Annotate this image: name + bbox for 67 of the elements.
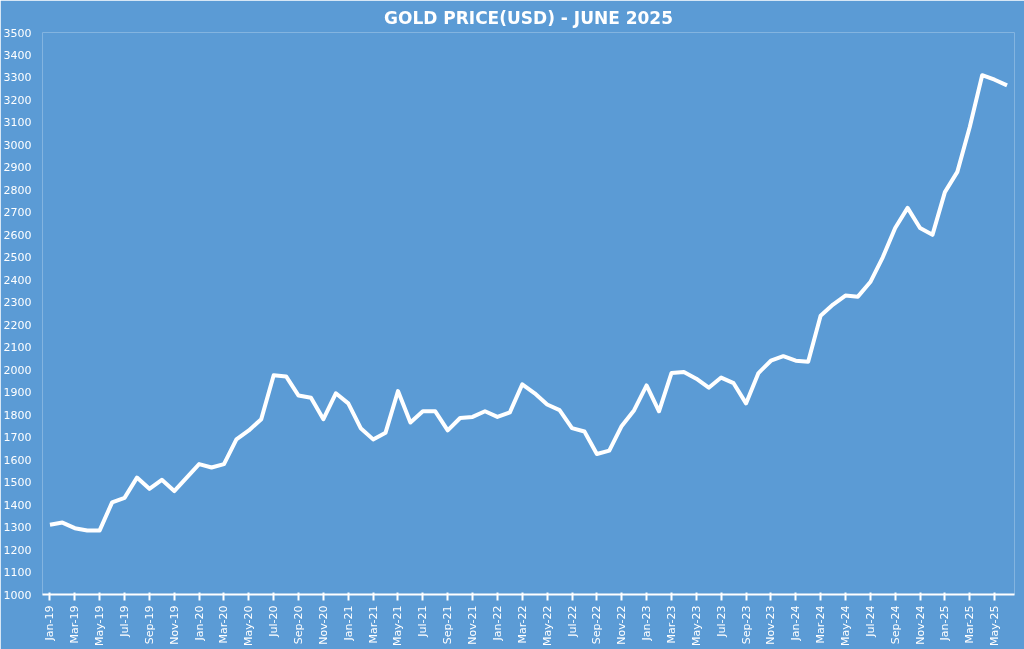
x-tick-label: Jul-21 <box>416 605 430 638</box>
y-tick-label: 1600 <box>3 453 32 467</box>
x-tick-label: Mar-24 <box>814 605 828 644</box>
x-tick-label: Jan-21 <box>341 605 355 642</box>
y-tick-label: 3000 <box>3 138 32 152</box>
x-tick-label: Jul-23 <box>714 605 728 638</box>
y-tick-label: 2900 <box>3 161 32 175</box>
y-tick-label: 2000 <box>3 363 32 377</box>
x-tick-label: Sep-24 <box>888 605 902 645</box>
x-tick-label: Jan-19 <box>43 605 57 642</box>
x-tick-label: Nov-23 <box>764 605 778 645</box>
y-tick-label: 1800 <box>3 408 32 422</box>
x-tick-label: Nov-21 <box>466 605 480 645</box>
x-tick-label: Mar-25 <box>963 605 977 644</box>
chart-title: GOLD PRICE(USD) - JUNE 2025 <box>383 7 674 28</box>
x-tick-label: Mar-19 <box>68 605 82 644</box>
y-tick-label: 2800 <box>3 183 32 197</box>
x-tick-label: May-19 <box>93 605 107 647</box>
y-tick-label: 3300 <box>3 71 32 85</box>
x-tick-label: Nov-24 <box>913 605 927 645</box>
y-tick-label: 1700 <box>3 431 32 445</box>
y-tick-label: 3500 <box>3 26 32 40</box>
y-tick-label: 2500 <box>3 251 32 265</box>
x-tick-label: Jul-20 <box>267 605 281 638</box>
x-tick-label: Sep-23 <box>739 605 753 645</box>
x-tick-label: May-23 <box>689 605 703 647</box>
line-series <box>47 73 1010 533</box>
x-tick-label: May-22 <box>540 605 554 647</box>
x-tick-label: May-24 <box>838 605 852 647</box>
y-tick-label: 2100 <box>3 341 32 355</box>
y-tick-label: 3400 <box>3 48 32 62</box>
x-tick-label: Nov-19 <box>167 605 181 645</box>
y-tick-label: 1200 <box>3 543 32 557</box>
y-tick-label: 1100 <box>3 566 32 580</box>
y-tick-label: 3200 <box>3 93 32 107</box>
y-tick-label: 2300 <box>3 296 32 310</box>
x-tick-label: Jul-22 <box>565 605 579 638</box>
x-tick-label: Jan-22 <box>490 605 504 642</box>
x-tick-label: Mar-21 <box>366 605 380 644</box>
y-tick-label: 1500 <box>3 476 32 490</box>
y-tick-label: 1000 <box>3 588 32 602</box>
y-tick-label: 1300 <box>3 521 32 535</box>
x-tick-label: May-20 <box>242 605 256 647</box>
x-tick-label: Sep-21 <box>441 605 455 645</box>
x-tick-label: Jan-23 <box>640 605 654 642</box>
x-tick-label: Jul-24 <box>863 605 877 638</box>
x-tick-label: Jan-24 <box>789 605 803 642</box>
y-tick-label: 1900 <box>3 386 32 400</box>
x-tick-label: May-21 <box>391 605 405 647</box>
x-tick-label: Nov-20 <box>316 605 330 645</box>
x-tick-label: Mar-23 <box>664 605 678 644</box>
x-tick-label: Mar-20 <box>217 605 231 644</box>
x-tick-label: Mar-22 <box>515 605 529 644</box>
y-tick-label: 1400 <box>3 498 32 512</box>
x-tick-label: Jan-25 <box>938 605 952 642</box>
x-tick-label: Jan-20 <box>192 605 206 642</box>
y-tick-label: 2400 <box>3 273 32 287</box>
x-tick-label: Sep-22 <box>590 605 604 645</box>
x-tick-label: Nov-22 <box>615 605 629 645</box>
y-tick-label: 3100 <box>3 116 32 130</box>
y-tick-label: 2200 <box>3 318 32 332</box>
x-tick-label: Sep-19 <box>142 605 156 645</box>
y-tick-label: 2600 <box>3 228 32 242</box>
x-tick-label: May-25 <box>988 605 1002 647</box>
y-tick-label: 2700 <box>3 206 32 220</box>
x-tick-label: Jul-19 <box>118 605 132 638</box>
x-tick-label: Sep-20 <box>292 605 306 645</box>
